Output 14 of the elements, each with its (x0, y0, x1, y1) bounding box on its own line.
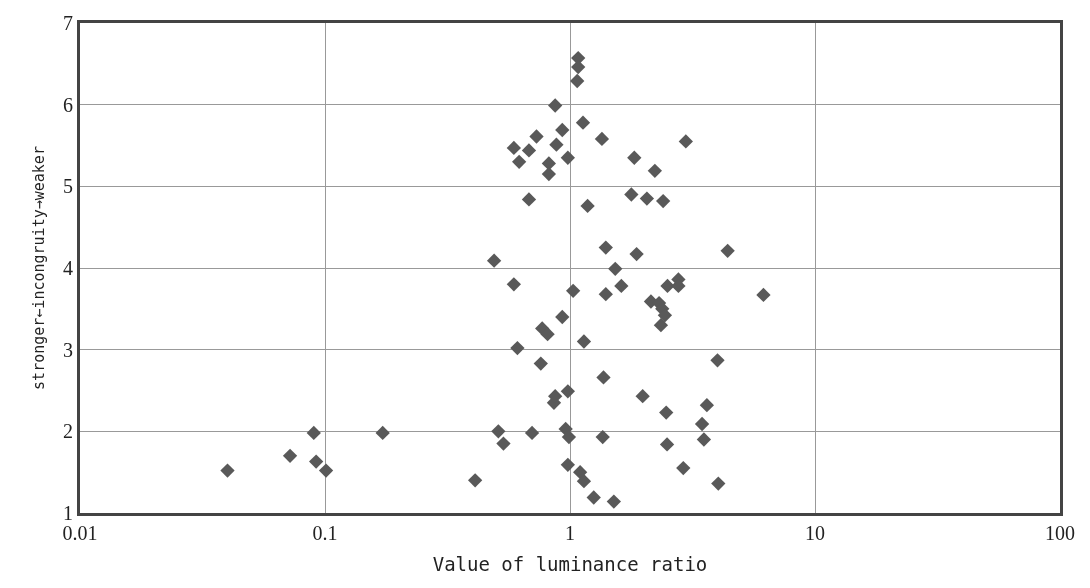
x-axis-title: Value of luminance ratio (432, 552, 708, 575)
y-axis-title: stronger←incongruity→weaker (30, 146, 49, 390)
y-tick-label: 4 (63, 257, 73, 279)
x-tick-label: 10 (805, 522, 825, 544)
y-tick-label: 2 (63, 420, 73, 443)
x-tick-label: 0.1 (312, 522, 338, 544)
x-tick-label: 1 (565, 522, 575, 544)
y-tick-label: 3 (63, 338, 73, 361)
y-tick-label: 6 (63, 93, 73, 116)
x-tick-label: 100 (1045, 522, 1075, 544)
y-tick-label: 7 (63, 12, 73, 34)
y-tick-label: 1 (63, 502, 73, 524)
x-tick-label: 0.01 (62, 522, 98, 544)
y-tick-label: 5 (63, 175, 73, 198)
